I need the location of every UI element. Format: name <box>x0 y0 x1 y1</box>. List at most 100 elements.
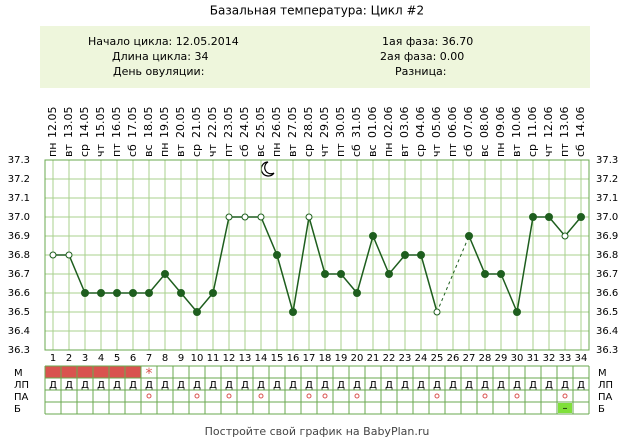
date-label: 31.05 <box>350 107 363 139</box>
temperature-point <box>577 213 585 221</box>
date-label: 03.06 <box>398 107 411 139</box>
weekday-label: сб <box>350 144 363 157</box>
weekday-label: вт <box>174 144 187 157</box>
lp-cell: Д <box>369 380 377 391</box>
day-number: 4 <box>98 353 104 364</box>
title: Базальная температура: Цикл #2 <box>210 4 424 18</box>
date-label: 17.05 <box>126 107 139 139</box>
date-label: 14.05 <box>78 107 91 139</box>
pa-mark <box>146 393 152 399</box>
day-number: 14 <box>255 353 268 364</box>
temperature-point <box>545 213 553 221</box>
y-tick-label-right: 37.1 <box>596 193 618 204</box>
lp-cell: Д <box>49 380 57 391</box>
day-number: 31 <box>527 353 540 364</box>
day-number: 28 <box>479 353 492 364</box>
weekday-label: вс <box>366 144 379 157</box>
day-number: 27 <box>463 353 476 364</box>
temperature-point <box>241 213 249 221</box>
weekday-label: чт <box>542 144 555 157</box>
row-label-right: ЛП <box>598 380 613 391</box>
weekday-label: вс <box>142 144 155 157</box>
day-number: 20 <box>351 353 364 364</box>
lp-cell: Д <box>401 380 409 391</box>
pa-mark <box>226 393 232 399</box>
weekday-label: пн <box>158 143 171 157</box>
lp-cell: Д <box>513 380 521 391</box>
lp-cell: Д <box>113 380 121 391</box>
date-label: 26.05 <box>270 107 283 139</box>
date-label: 29.05 <box>318 107 331 139</box>
lp-cell: Д <box>497 380 505 391</box>
day-number: 1 <box>50 353 56 364</box>
pa-mark <box>194 393 200 399</box>
temperature-point <box>465 232 473 240</box>
temperature-point <box>113 289 121 297</box>
temperature-point <box>417 251 425 259</box>
date-label: 04.06 <box>414 107 427 139</box>
lp-cell: Д <box>289 380 297 391</box>
weekday-label: пт <box>558 143 571 157</box>
y-tick-label: 36.7 <box>8 269 30 280</box>
date-label: 20.05 <box>174 107 187 139</box>
weekday-label: пт <box>222 143 235 157</box>
weekday-label: пн <box>494 143 507 157</box>
y-tick-label: 36.4 <box>8 326 30 337</box>
day-number: 29 <box>495 353 508 364</box>
date-label: 18.05 <box>142 107 155 139</box>
temperature-point <box>289 308 297 316</box>
y-tick-label: 36.5 <box>8 307 30 318</box>
temperature-point <box>481 270 489 278</box>
lp-cell: Д <box>177 380 185 391</box>
pa-mark <box>258 393 264 399</box>
temperature-point <box>497 270 505 278</box>
lp-cell: Д <box>561 380 569 391</box>
pa-mark <box>514 393 520 399</box>
gap-bridge <box>436 235 470 313</box>
date-label: 23.05 <box>222 107 235 139</box>
weekday-label: сб <box>126 144 139 157</box>
temperature-point <box>225 213 233 221</box>
lp-cell: Д <box>481 380 489 391</box>
lp-cell: Д <box>193 380 201 391</box>
date-label: 21.05 <box>190 107 203 139</box>
y-tick-label: 37.0 <box>8 212 30 223</box>
temperature-point <box>433 308 441 316</box>
lp-cell: Д <box>417 380 425 391</box>
y-tick-label: 37.3 <box>8 155 30 166</box>
weekday-label: ср <box>302 144 315 157</box>
temperature-point <box>49 251 57 259</box>
y-tick-label-right: 37.2 <box>596 174 618 185</box>
y-tick-label-right: 37.0 <box>596 212 618 223</box>
info-line: Длина цикла: 34 <box>112 50 208 63</box>
temperature-point <box>513 308 521 316</box>
info-box <box>40 26 590 88</box>
date-label: 14.06 <box>574 107 587 139</box>
temperature-point <box>81 289 89 297</box>
lp-cell: Д <box>577 380 585 391</box>
y-tick-label: 36.8 <box>8 250 30 261</box>
pa-mark <box>322 393 328 399</box>
day-number: 17 <box>303 353 316 364</box>
day-number: 3 <box>82 353 88 364</box>
temperature-point <box>273 251 281 259</box>
temperature-point <box>97 289 105 297</box>
lp-cell: Д <box>161 380 169 391</box>
row-label: ЛП <box>14 380 29 391</box>
lp-cell: Д <box>273 380 281 391</box>
weekday-label: вт <box>286 144 299 157</box>
day-number: 11 <box>207 353 220 364</box>
row-label: Б <box>14 404 21 415</box>
y-tick-label: 36.6 <box>8 288 30 299</box>
date-label: 08.06 <box>478 107 491 139</box>
temperature-point <box>193 308 201 316</box>
lp-cell: Д <box>129 380 137 391</box>
weekday-label: вс <box>254 144 267 157</box>
lp-cell: Д <box>321 380 329 391</box>
day-number: 7 <box>146 353 152 364</box>
lp-cell: Д <box>145 380 153 391</box>
lp-cell: Д <box>257 380 265 391</box>
temperature-point <box>129 289 137 297</box>
date-label: 13.06 <box>558 107 571 139</box>
y-tick-label-right: 36.7 <box>596 269 618 280</box>
